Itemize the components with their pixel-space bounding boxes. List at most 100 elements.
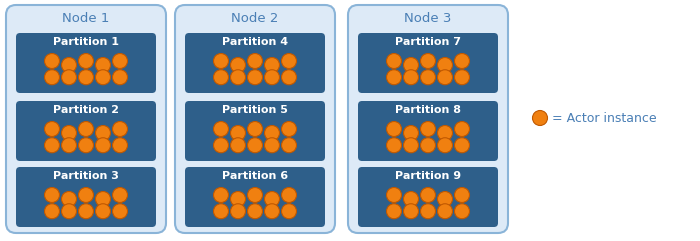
Circle shape: [62, 138, 76, 153]
Circle shape: [62, 70, 76, 85]
Text: Node 3: Node 3: [405, 13, 452, 26]
Circle shape: [214, 204, 228, 219]
FancyBboxPatch shape: [348, 5, 508, 233]
Circle shape: [113, 187, 127, 202]
FancyBboxPatch shape: [16, 167, 156, 227]
Circle shape: [95, 70, 111, 85]
Circle shape: [454, 187, 470, 202]
Text: Partition 3: Partition 3: [53, 171, 119, 181]
Circle shape: [113, 121, 127, 136]
FancyBboxPatch shape: [175, 5, 335, 233]
Circle shape: [265, 192, 279, 207]
Circle shape: [230, 204, 246, 219]
Circle shape: [421, 138, 435, 153]
Circle shape: [386, 54, 402, 68]
Circle shape: [62, 192, 76, 207]
Text: Node 2: Node 2: [231, 13, 279, 26]
Circle shape: [421, 54, 435, 68]
Circle shape: [62, 204, 76, 219]
Circle shape: [78, 187, 94, 202]
Circle shape: [230, 70, 246, 85]
Text: Node 1: Node 1: [62, 13, 110, 26]
Circle shape: [386, 187, 402, 202]
Circle shape: [45, 54, 60, 68]
Circle shape: [248, 187, 262, 202]
Circle shape: [281, 54, 297, 68]
Circle shape: [214, 121, 228, 136]
Circle shape: [214, 187, 228, 202]
Circle shape: [438, 138, 452, 153]
Circle shape: [265, 58, 279, 73]
Circle shape: [78, 121, 94, 136]
Circle shape: [45, 187, 60, 202]
Circle shape: [265, 70, 279, 85]
Circle shape: [454, 121, 470, 136]
Circle shape: [265, 204, 279, 219]
FancyBboxPatch shape: [185, 33, 325, 93]
Circle shape: [230, 192, 246, 207]
Circle shape: [281, 138, 297, 153]
Circle shape: [421, 187, 435, 202]
Circle shape: [386, 70, 402, 85]
Circle shape: [230, 138, 246, 153]
Circle shape: [403, 204, 419, 219]
FancyBboxPatch shape: [16, 33, 156, 93]
Circle shape: [403, 58, 419, 73]
Circle shape: [403, 138, 419, 153]
Circle shape: [62, 126, 76, 141]
Circle shape: [95, 138, 111, 153]
Circle shape: [248, 70, 262, 85]
Circle shape: [403, 192, 419, 207]
Text: Partition 4: Partition 4: [222, 37, 288, 47]
Circle shape: [248, 204, 262, 219]
Circle shape: [45, 138, 60, 153]
Circle shape: [386, 121, 402, 136]
Circle shape: [438, 58, 452, 73]
Text: Partition 9: Partition 9: [395, 171, 461, 181]
Circle shape: [113, 70, 127, 85]
Circle shape: [230, 126, 246, 141]
Circle shape: [78, 138, 94, 153]
FancyBboxPatch shape: [358, 33, 498, 93]
Circle shape: [95, 58, 111, 73]
Circle shape: [265, 138, 279, 153]
Circle shape: [421, 204, 435, 219]
Circle shape: [113, 138, 127, 153]
Circle shape: [281, 70, 297, 85]
Circle shape: [281, 187, 297, 202]
Circle shape: [113, 54, 127, 68]
Text: Partition 1: Partition 1: [53, 37, 119, 47]
Circle shape: [533, 111, 547, 126]
FancyBboxPatch shape: [185, 101, 325, 161]
Circle shape: [95, 192, 111, 207]
FancyBboxPatch shape: [16, 101, 156, 161]
Circle shape: [265, 126, 279, 141]
Circle shape: [403, 70, 419, 85]
Circle shape: [62, 58, 76, 73]
Circle shape: [95, 204, 111, 219]
Circle shape: [45, 121, 60, 136]
Circle shape: [214, 70, 228, 85]
Circle shape: [248, 138, 262, 153]
Circle shape: [230, 58, 246, 73]
FancyBboxPatch shape: [358, 167, 498, 227]
Text: Partition 7: Partition 7: [395, 37, 461, 47]
Circle shape: [386, 138, 402, 153]
Circle shape: [45, 204, 60, 219]
Circle shape: [438, 192, 452, 207]
Circle shape: [214, 54, 228, 68]
Circle shape: [78, 54, 94, 68]
Circle shape: [248, 54, 262, 68]
Text: = Actor instance: = Actor instance: [552, 112, 657, 125]
Circle shape: [248, 121, 262, 136]
Circle shape: [438, 204, 452, 219]
Circle shape: [95, 126, 111, 141]
Circle shape: [45, 70, 60, 85]
Text: Partition 2: Partition 2: [53, 105, 119, 115]
Circle shape: [386, 204, 402, 219]
Circle shape: [214, 138, 228, 153]
FancyBboxPatch shape: [358, 101, 498, 161]
Text: Partition 8: Partition 8: [395, 105, 461, 115]
Text: Partition 5: Partition 5: [222, 105, 288, 115]
Circle shape: [281, 121, 297, 136]
